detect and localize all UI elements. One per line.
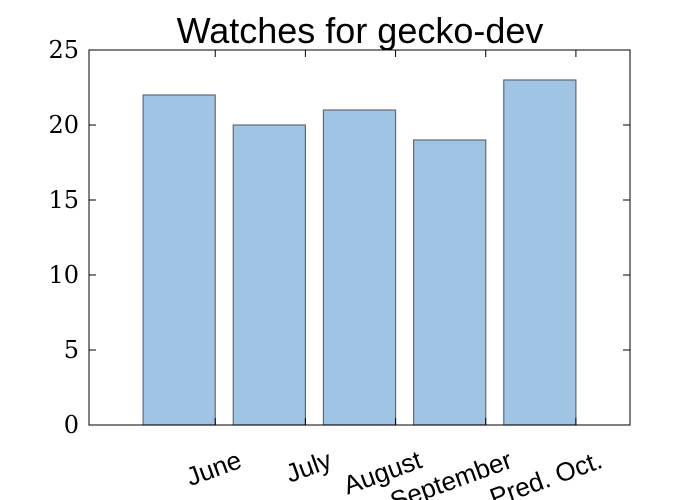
y-tick-label-15: 15 bbox=[48, 186, 79, 214]
y-tick-label-25: 25 bbox=[48, 36, 79, 64]
bar-pred-oct bbox=[503, 79, 577, 426]
bar-september bbox=[413, 139, 487, 426]
x-tick-label-june: June bbox=[182, 444, 245, 491]
bar-june bbox=[142, 94, 216, 426]
chart-title: Watches for gecko-dev bbox=[177, 10, 544, 51]
plot-frame bbox=[88, 49, 631, 426]
bar-july bbox=[232, 124, 306, 426]
y-tick-label-0: 0 bbox=[64, 411, 79, 439]
y-tick-label-10: 10 bbox=[48, 261, 79, 289]
bar-august bbox=[322, 109, 397, 426]
y-tick-label-20: 20 bbox=[48, 111, 79, 139]
bars-group bbox=[142, 79, 577, 426]
x-tick-label-july: July bbox=[282, 444, 336, 488]
y-tick-label-5: 5 bbox=[64, 336, 79, 364]
